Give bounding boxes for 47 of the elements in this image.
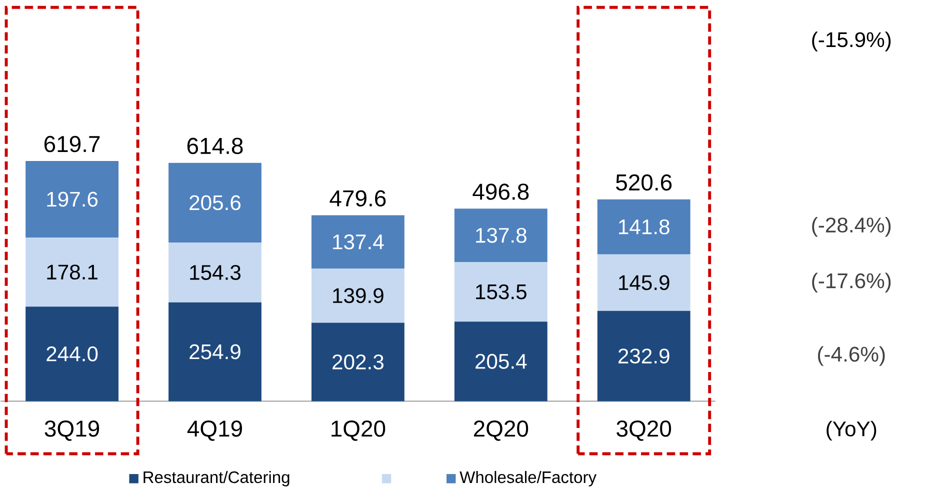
data-label: 178.1 [47, 264, 98, 280]
x-tick-label: 3Q19 [44, 420, 100, 442]
bar [454, 322, 548, 402]
bar [311, 268, 404, 323]
bar [26, 161, 118, 238]
data-label: 232.9 [618, 348, 670, 364]
data-label: 205.6 [190, 195, 240, 210]
total-label: 496.8 [472, 184, 529, 200]
legend-label: Restaurant/Catering [144, 471, 290, 487]
data-label: 137.4 [333, 234, 384, 250]
total-label: 614.8 [187, 138, 243, 154]
bar [454, 208, 548, 262]
x-tick-label: 4Q19 [187, 420, 242, 442]
x-tick-label: 3Q20 [616, 420, 672, 442]
text: (-4.6%) [818, 346, 885, 366]
total-label: 520.6 [616, 174, 672, 191]
bar [168, 242, 262, 303]
bar [168, 163, 262, 243]
data-label: 254.9 [190, 344, 240, 360]
text: (-15.9%) [812, 32, 891, 52]
bar [311, 215, 404, 269]
x-tick-label: 2Q20 [474, 420, 528, 442]
total-label: 619.7 [44, 136, 100, 152]
bar [597, 254, 690, 312]
x-tick-label: 1Q20 [332, 420, 386, 442]
data-label: 244.0 [46, 346, 98, 362]
bar [26, 238, 118, 307]
data-label: 145.9 [619, 275, 670, 290]
bar [597, 311, 690, 402]
data-label: 205.4 [476, 354, 527, 370]
bar [168, 302, 262, 402]
bar [311, 322, 404, 402]
data-label: 202.3 [332, 354, 384, 370]
data-label: 141.8 [619, 220, 670, 235]
bar [454, 262, 548, 322]
data-label: 139.9 [333, 288, 384, 304]
text: (YoY) [826, 421, 876, 441]
total-label: 479.6 [330, 190, 386, 207]
text: (-28.4%) [812, 217, 891, 237]
data-label: 153.5 [476, 284, 526, 300]
data-label: 154.3 [190, 265, 240, 280]
data-label: 137.8 [476, 228, 526, 244]
legend-label: Wholesale/Factory [460, 471, 596, 487]
data-label: 197.6 [47, 192, 98, 207]
text: (-17.6%) [812, 272, 891, 293]
bar [26, 306, 118, 402]
bar [597, 200, 690, 255]
